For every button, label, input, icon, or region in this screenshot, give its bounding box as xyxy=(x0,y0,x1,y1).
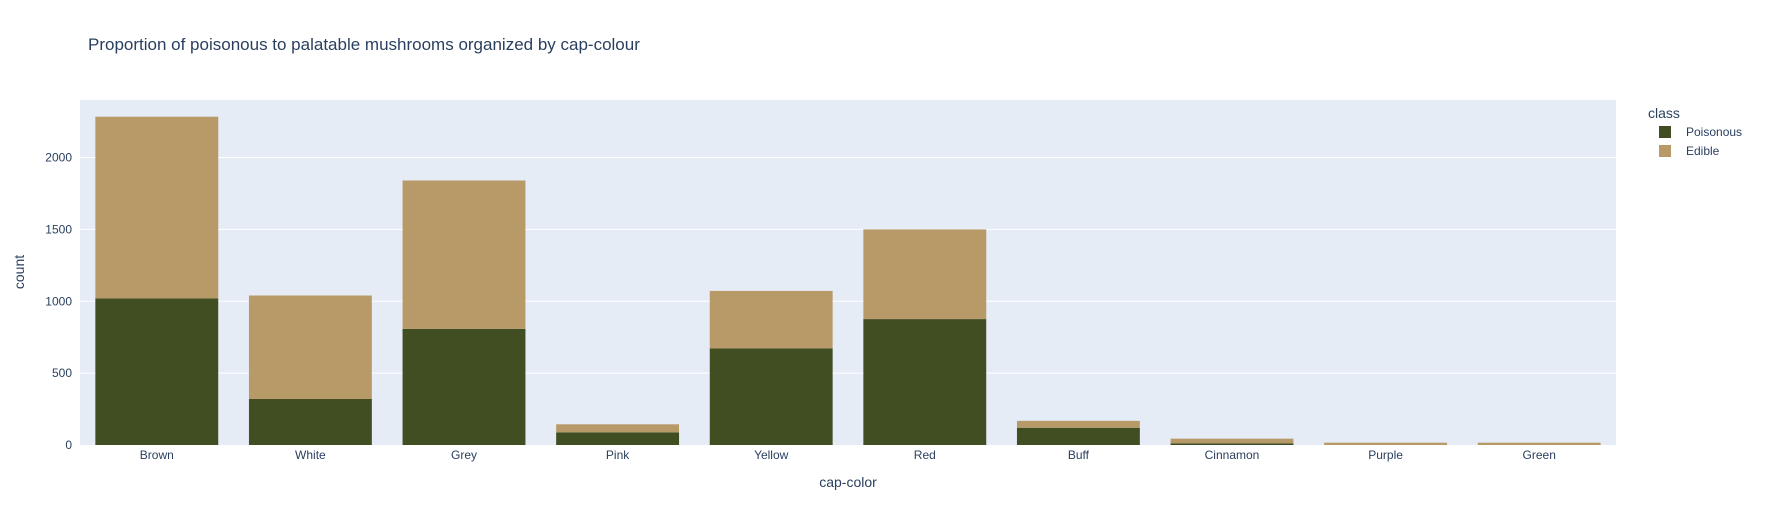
y-tick-label: 1500 xyxy=(45,222,72,236)
bar-edible-purple[interactable] xyxy=(1324,442,1448,445)
x-tick-label: White xyxy=(295,448,326,462)
x-tick-label: Purple xyxy=(1368,448,1403,462)
bar-edible-green[interactable] xyxy=(1477,442,1601,445)
bar-edible-white[interactable] xyxy=(248,295,372,400)
x-tick-label: Red xyxy=(914,448,936,462)
bar-poisonous-buff[interactable] xyxy=(1016,427,1140,445)
bar-edible-yellow[interactable] xyxy=(709,290,833,349)
x-tick-label: Brown xyxy=(140,448,174,462)
y-tick-labels: 0 500 1000 1500 2000 xyxy=(45,151,72,453)
legend-swatch-edible[interactable] xyxy=(1659,145,1671,157)
bars[interactable] xyxy=(95,116,1601,445)
bar-poisonous-cinnamon[interactable] xyxy=(1170,443,1294,445)
bar-edible-buff[interactable] xyxy=(1016,420,1140,428)
chart-title: Proportion of poisonous to palatable mus… xyxy=(88,35,640,54)
legend-label-poisonous[interactable]: Poisonous xyxy=(1686,125,1742,139)
x-tick-labels: Brown White Grey Pink Yellow Red Buff Cinnamon P… xyxy=(140,448,1556,462)
y-tick-label: 1000 xyxy=(45,294,72,308)
bar-poisonous-red[interactable] xyxy=(863,319,987,445)
y-tick-label: 0 xyxy=(65,438,72,452)
bar-poisonous-white[interactable] xyxy=(248,399,372,445)
bar-edible-red[interactable] xyxy=(863,229,987,320)
x-tick-label: Pink xyxy=(606,448,630,462)
y-tick-label: 500 xyxy=(52,366,72,380)
x-tick-label: Cinnamon xyxy=(1205,448,1260,462)
bar-edible-pink[interactable] xyxy=(556,424,680,433)
bar-edible-brown[interactable] xyxy=(95,116,219,299)
bar-poisonous-brown[interactable] xyxy=(95,298,219,445)
x-tick-label: Grey xyxy=(451,448,477,462)
bar-poisonous-grey[interactable] xyxy=(402,328,526,445)
legend[interactable]: class Poisonous Edible xyxy=(1648,105,1742,158)
bar-edible-cinnamon[interactable] xyxy=(1170,438,1294,444)
legend-swatch-poisonous[interactable] xyxy=(1659,126,1671,138)
x-tick-label: Green xyxy=(1523,448,1556,462)
x-tick-label: Buff xyxy=(1068,448,1090,462)
legend-label-edible[interactable]: Edible xyxy=(1686,144,1720,158)
x-axis-title: cap-color xyxy=(819,474,877,490)
bar-poisonous-pink[interactable] xyxy=(556,432,680,445)
bar-edible-grey[interactable] xyxy=(402,180,526,329)
legend-title: class xyxy=(1648,105,1680,121)
bar-poisonous-yellow[interactable] xyxy=(709,348,833,445)
y-axis-title: count xyxy=(11,255,27,289)
x-tick-label: Yellow xyxy=(754,448,789,462)
y-tick-label: 2000 xyxy=(45,151,72,165)
